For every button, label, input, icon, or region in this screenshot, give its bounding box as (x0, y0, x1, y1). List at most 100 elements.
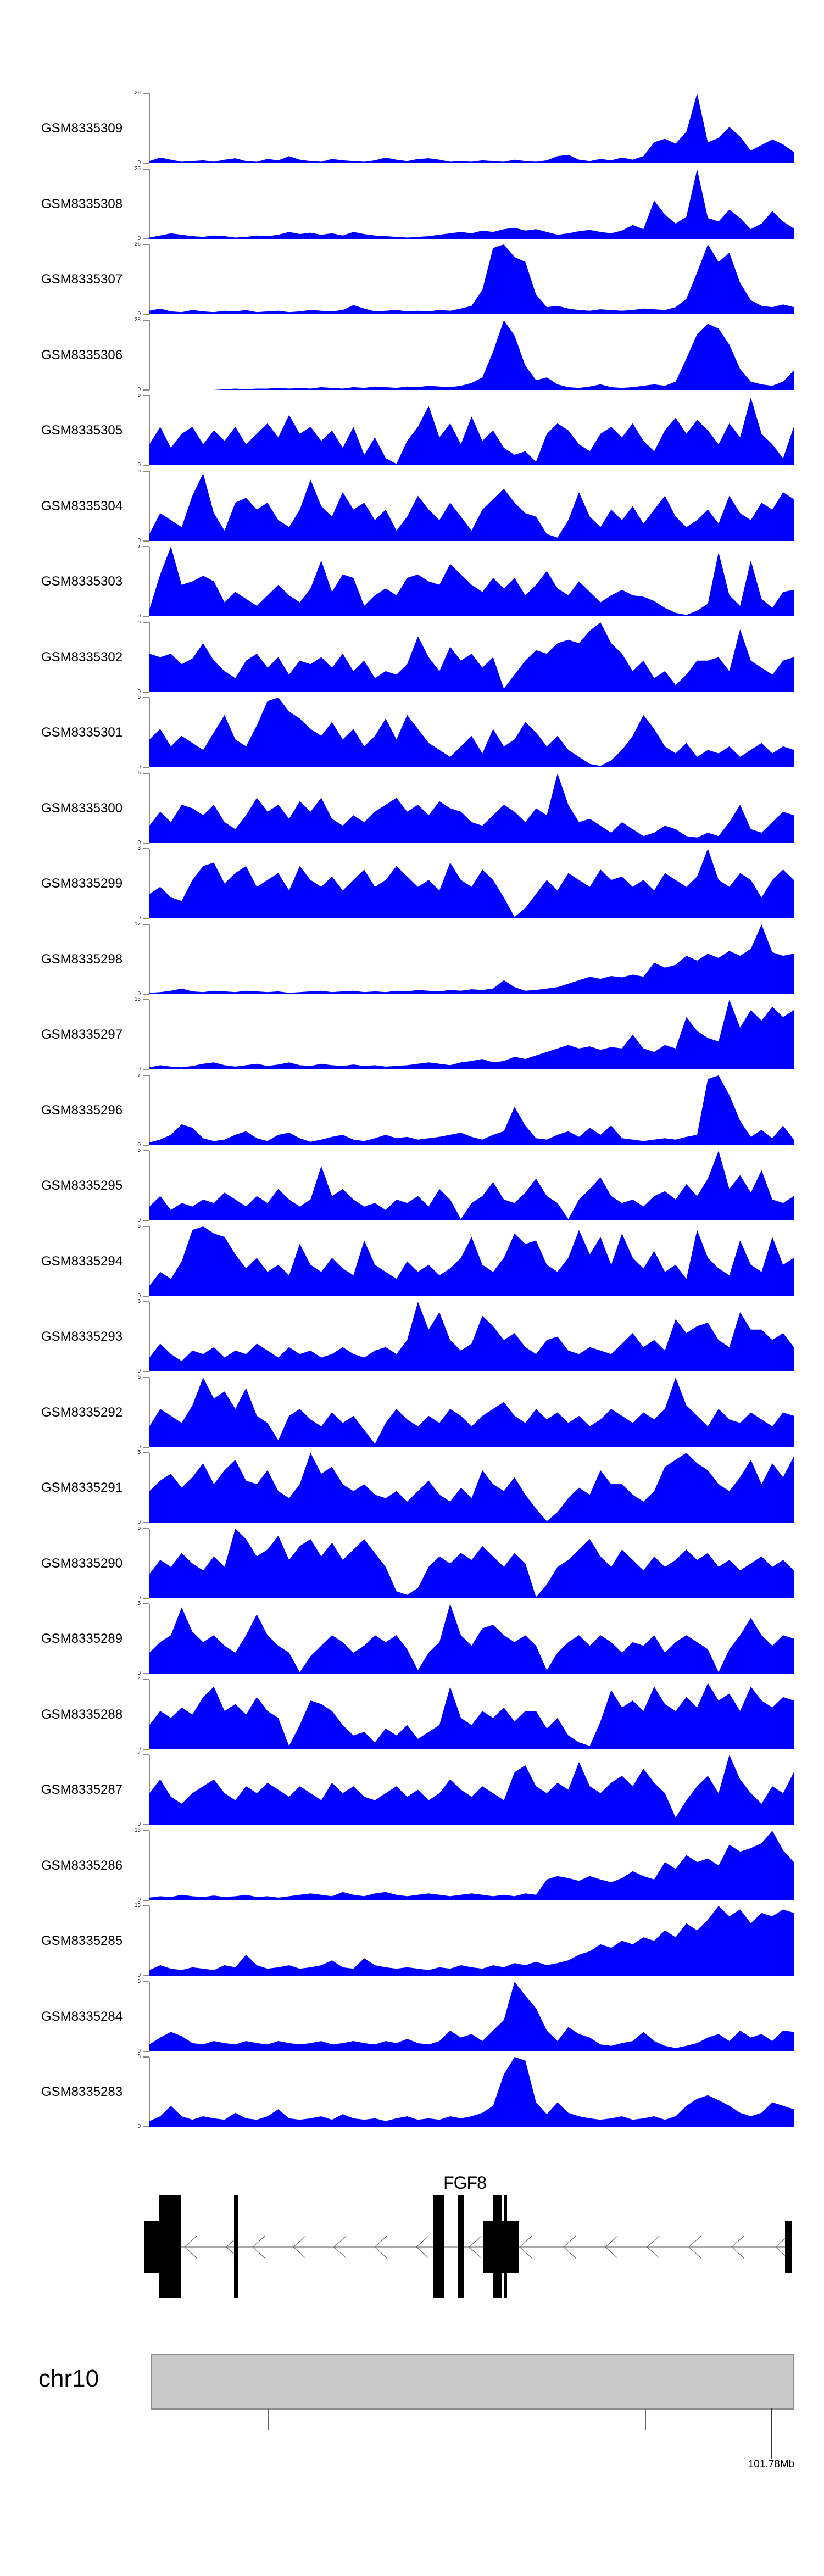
strand-chevron-icon (688, 2235, 701, 2259)
gene-name-label: FGF8 (443, 2173, 487, 2193)
y-axis-line (149, 1906, 150, 1976)
strand-chevron-icon (775, 2235, 788, 2259)
track-row: GSM8335292 6 0 (0, 1374, 824, 1450)
y-axis-bottom-tick (143, 314, 149, 315)
track-row: GSM8335284 8 0 (0, 1978, 824, 2054)
exon-block (504, 2195, 507, 2298)
track-row: GSM8335291 5 0 (0, 1449, 824, 1525)
track-label: GSM8335295 (41, 1178, 123, 1193)
track-label: GSM8335299 (41, 876, 123, 891)
track-row: GSM8335287 4 0 (0, 1752, 824, 1827)
y-axis-top-tick (143, 1075, 149, 1076)
y-axis-max-label: 7 (137, 1072, 141, 1078)
track-label: GSM8335303 (41, 573, 123, 589)
y-axis-line (149, 395, 150, 465)
coverage-polygon (149, 698, 794, 767)
coverage-polygon (149, 2057, 794, 2127)
y-axis-line (149, 1680, 150, 1749)
y-axis-max-label: 13 (134, 1903, 141, 1909)
y-axis-top-tick (143, 1830, 149, 1831)
y-axis-bottom-tick (143, 1522, 149, 1523)
coverage-polygon (149, 169, 794, 239)
coordinate-tick-labeled (771, 2408, 772, 2459)
coverage-polygon (149, 622, 794, 692)
y-axis-top-tick (143, 471, 149, 472)
y-axis-max-label: 5 (137, 392, 141, 398)
strand-chevron-icon (519, 2235, 532, 2259)
track-row: GSM8335285 13 0 (0, 1903, 824, 1978)
y-axis-bottom-tick (143, 1296, 149, 1297)
coverage-polygon (149, 1831, 794, 1900)
track-label: GSM8335304 (41, 498, 123, 514)
y-axis-bottom-tick (143, 2051, 149, 2052)
gene-model-panel: FGF8 (0, 2170, 824, 2312)
signal-area (149, 1226, 794, 1296)
track-label: GSM8335284 (41, 2009, 123, 2024)
track-row: GSM8335296 7 0 (0, 1072, 824, 1148)
coverage-polygon (149, 1226, 794, 1296)
track-label: GSM8335292 (41, 1404, 123, 1420)
y-axis-top-tick (143, 169, 149, 170)
exon-block (785, 2221, 792, 2273)
y-axis-top-tick (143, 546, 149, 547)
strand-chevron-icon (731, 2235, 744, 2259)
y-axis-bottom-tick (143, 465, 149, 466)
track-row: GSM8335288 4 0 (0, 1676, 824, 1752)
track-row: GSM8335300 6 0 (0, 770, 824, 846)
y-axis-line (149, 1378, 150, 1447)
y-axis-top-tick (143, 1754, 149, 1755)
coverage-polygon (149, 849, 794, 918)
coverage-polygon (149, 320, 794, 390)
track-label: GSM8335302 (41, 649, 123, 665)
y-axis-zero-label: 0 (137, 311, 141, 317)
coverage-polygon (149, 773, 794, 843)
y-axis-bottom-tick (143, 540, 149, 542)
y-axis-bottom-tick (143, 1749, 149, 1750)
y-axis-line (149, 622, 150, 692)
signal-area (149, 1151, 794, 1220)
exon-block (159, 2195, 181, 2298)
y-axis-bottom-tick (143, 767, 149, 768)
y-axis-zero-label: 0 (137, 689, 141, 695)
track-label: GSM8335305 (41, 422, 123, 438)
y-axis-top-tick (143, 320, 149, 321)
y-axis-line (149, 1755, 150, 1825)
signal-area (149, 1000, 794, 1069)
track-label: GSM8335306 (41, 347, 123, 363)
track-row: GSM8335283 8 0 (0, 2054, 824, 2129)
track-label: GSM8335309 (41, 120, 123, 136)
y-axis-top-tick (143, 1150, 149, 1151)
signal-area (149, 773, 794, 843)
y-axis-line (149, 547, 150, 616)
y-axis-line (149, 169, 150, 239)
chromosome-panel: chr10 101.78Mb (0, 2345, 824, 2488)
y-axis-bottom-tick (143, 1447, 149, 1448)
y-axis-max-label: 26 (134, 90, 141, 96)
y-axis-zero-label: 0 (137, 1897, 141, 1903)
y-axis-bottom-tick (143, 1598, 149, 1599)
track-label: GSM8335300 (41, 800, 123, 816)
y-axis-line (149, 1453, 150, 1523)
track-row: GSM8335302 5 0 (0, 619, 824, 695)
coverage-polygon (149, 547, 794, 616)
y-axis-zero-label: 0 (137, 1595, 141, 1601)
y-axis-top-tick (143, 773, 149, 774)
coverage-polygon (149, 1982, 794, 2051)
chromosome-name-label: chr10 (38, 2365, 99, 2392)
y-axis-top-tick (143, 1603, 149, 1604)
signal-area (149, 2057, 794, 2127)
y-axis-bottom-tick (143, 616, 149, 617)
y-axis-line (149, 924, 150, 994)
signal-area (149, 1982, 794, 2051)
y-axis-top-tick (143, 395, 149, 396)
strand-chevron-icon (293, 2235, 306, 2259)
signal-area (149, 473, 794, 541)
y-axis-max-label: 17 (134, 921, 141, 927)
coordinate-tick (645, 2408, 646, 2430)
y-axis-max-label: 6 (137, 1374, 141, 1380)
y-axis-max-label: 5 (137, 1601, 141, 1607)
track-row: GSM8335304 5 0 (0, 468, 824, 544)
track-row: GSM8335290 5 0 (0, 1525, 824, 1601)
signal-area (149, 547, 794, 616)
y-axis-bottom-tick (143, 1824, 149, 1825)
